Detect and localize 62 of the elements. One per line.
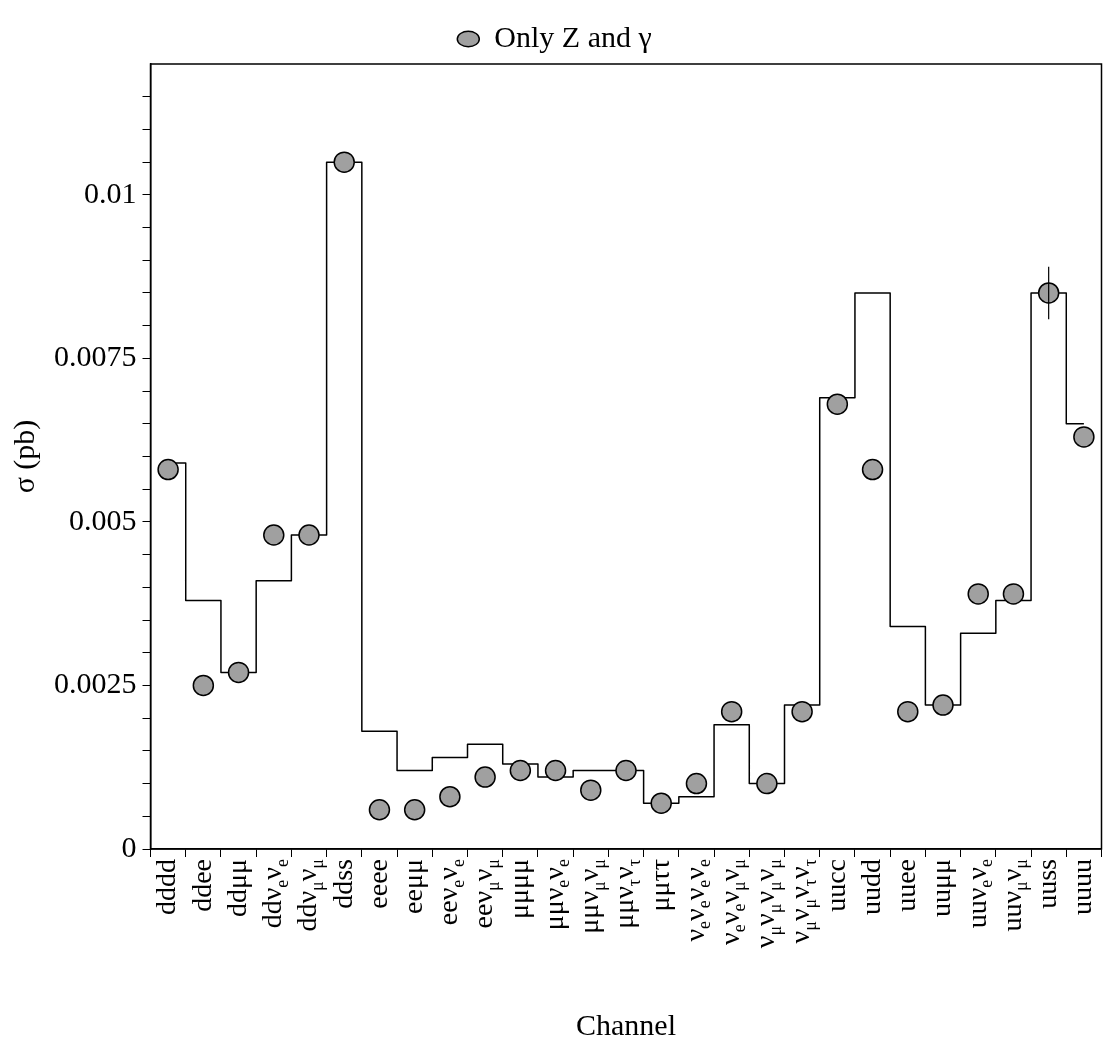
point <box>157 458 179 481</box>
y-axis-title: σ (pb) <box>6 419 41 494</box>
point <box>227 661 250 684</box>
y-tick-label: 0 <box>121 829 137 863</box>
point <box>1002 583 1025 605</box>
y-tick-label: 0.0025 <box>54 666 137 700</box>
x-axis-title: Channel <box>576 1007 676 1041</box>
x-tick-label: ddee <box>185 859 217 912</box>
point <box>756 772 778 795</box>
x-tick-label: μμνμνμ <box>573 858 609 934</box>
x-tick-label: νeνeνμνμ <box>714 858 750 945</box>
point <box>1073 426 1095 448</box>
x-tick-label: eeee <box>361 858 393 909</box>
x-tick-label: μμττ <box>643 859 675 912</box>
x-tick-label: eeνeνe <box>432 858 468 926</box>
y-tick-label: 0.01 <box>84 175 137 209</box>
point <box>509 759 532 782</box>
point <box>192 674 215 697</box>
point <box>580 779 602 801</box>
x-tick-label: uuμμ <box>925 858 957 918</box>
x-tick-label: eeνμνμ <box>467 858 503 929</box>
x-tick-label: νeνeνeνe <box>678 858 715 942</box>
point <box>720 700 743 723</box>
point <box>897 700 919 723</box>
x-tick-label: uuee <box>890 859 922 912</box>
x-tick-label: uudd <box>854 859 886 915</box>
x-tick-label: uucc <box>819 859 851 912</box>
legend-label: Only Z and γ <box>494 19 652 53</box>
x-tick-label: ddμμ <box>220 858 252 918</box>
point <box>615 759 637 782</box>
x-tick-label: μμνeνe <box>537 858 574 931</box>
point <box>368 799 391 821</box>
x-tick-label: uuνμνμ <box>995 858 1032 932</box>
x-tick-label: uuuu <box>1066 859 1098 915</box>
x-tick-label: ddss <box>326 859 358 909</box>
point <box>932 694 954 716</box>
point <box>826 393 849 415</box>
point <box>333 151 355 173</box>
x-tick-label: ddνeνe <box>256 858 292 929</box>
point <box>791 700 813 723</box>
y-tick-label: 0.0075 <box>54 339 137 373</box>
point <box>861 458 884 481</box>
x-tick-label: ddνμνμ <box>291 858 327 932</box>
x-tick-label: μμμμ <box>502 859 534 920</box>
x-tick-label: νμνμνμνμ <box>749 858 785 949</box>
point <box>967 583 989 605</box>
point <box>544 759 567 782</box>
point <box>1037 282 1060 304</box>
point <box>650 792 672 814</box>
x-tick-label: uuss <box>1031 859 1063 909</box>
x-tick-label: dddd <box>150 859 182 915</box>
point <box>685 772 708 795</box>
point <box>403 799 426 821</box>
x-tick-label: μμντντ <box>608 859 644 929</box>
point <box>263 524 285 546</box>
x-tick-label: eeμμ <box>397 858 429 914</box>
point <box>439 785 461 808</box>
y-tick-label: 0.005 <box>69 502 137 536</box>
point <box>298 524 320 546</box>
x-tick-label: uuνeνe <box>960 858 996 929</box>
point <box>474 766 496 788</box>
x-tick-label: νμνμντντ <box>784 859 820 944</box>
